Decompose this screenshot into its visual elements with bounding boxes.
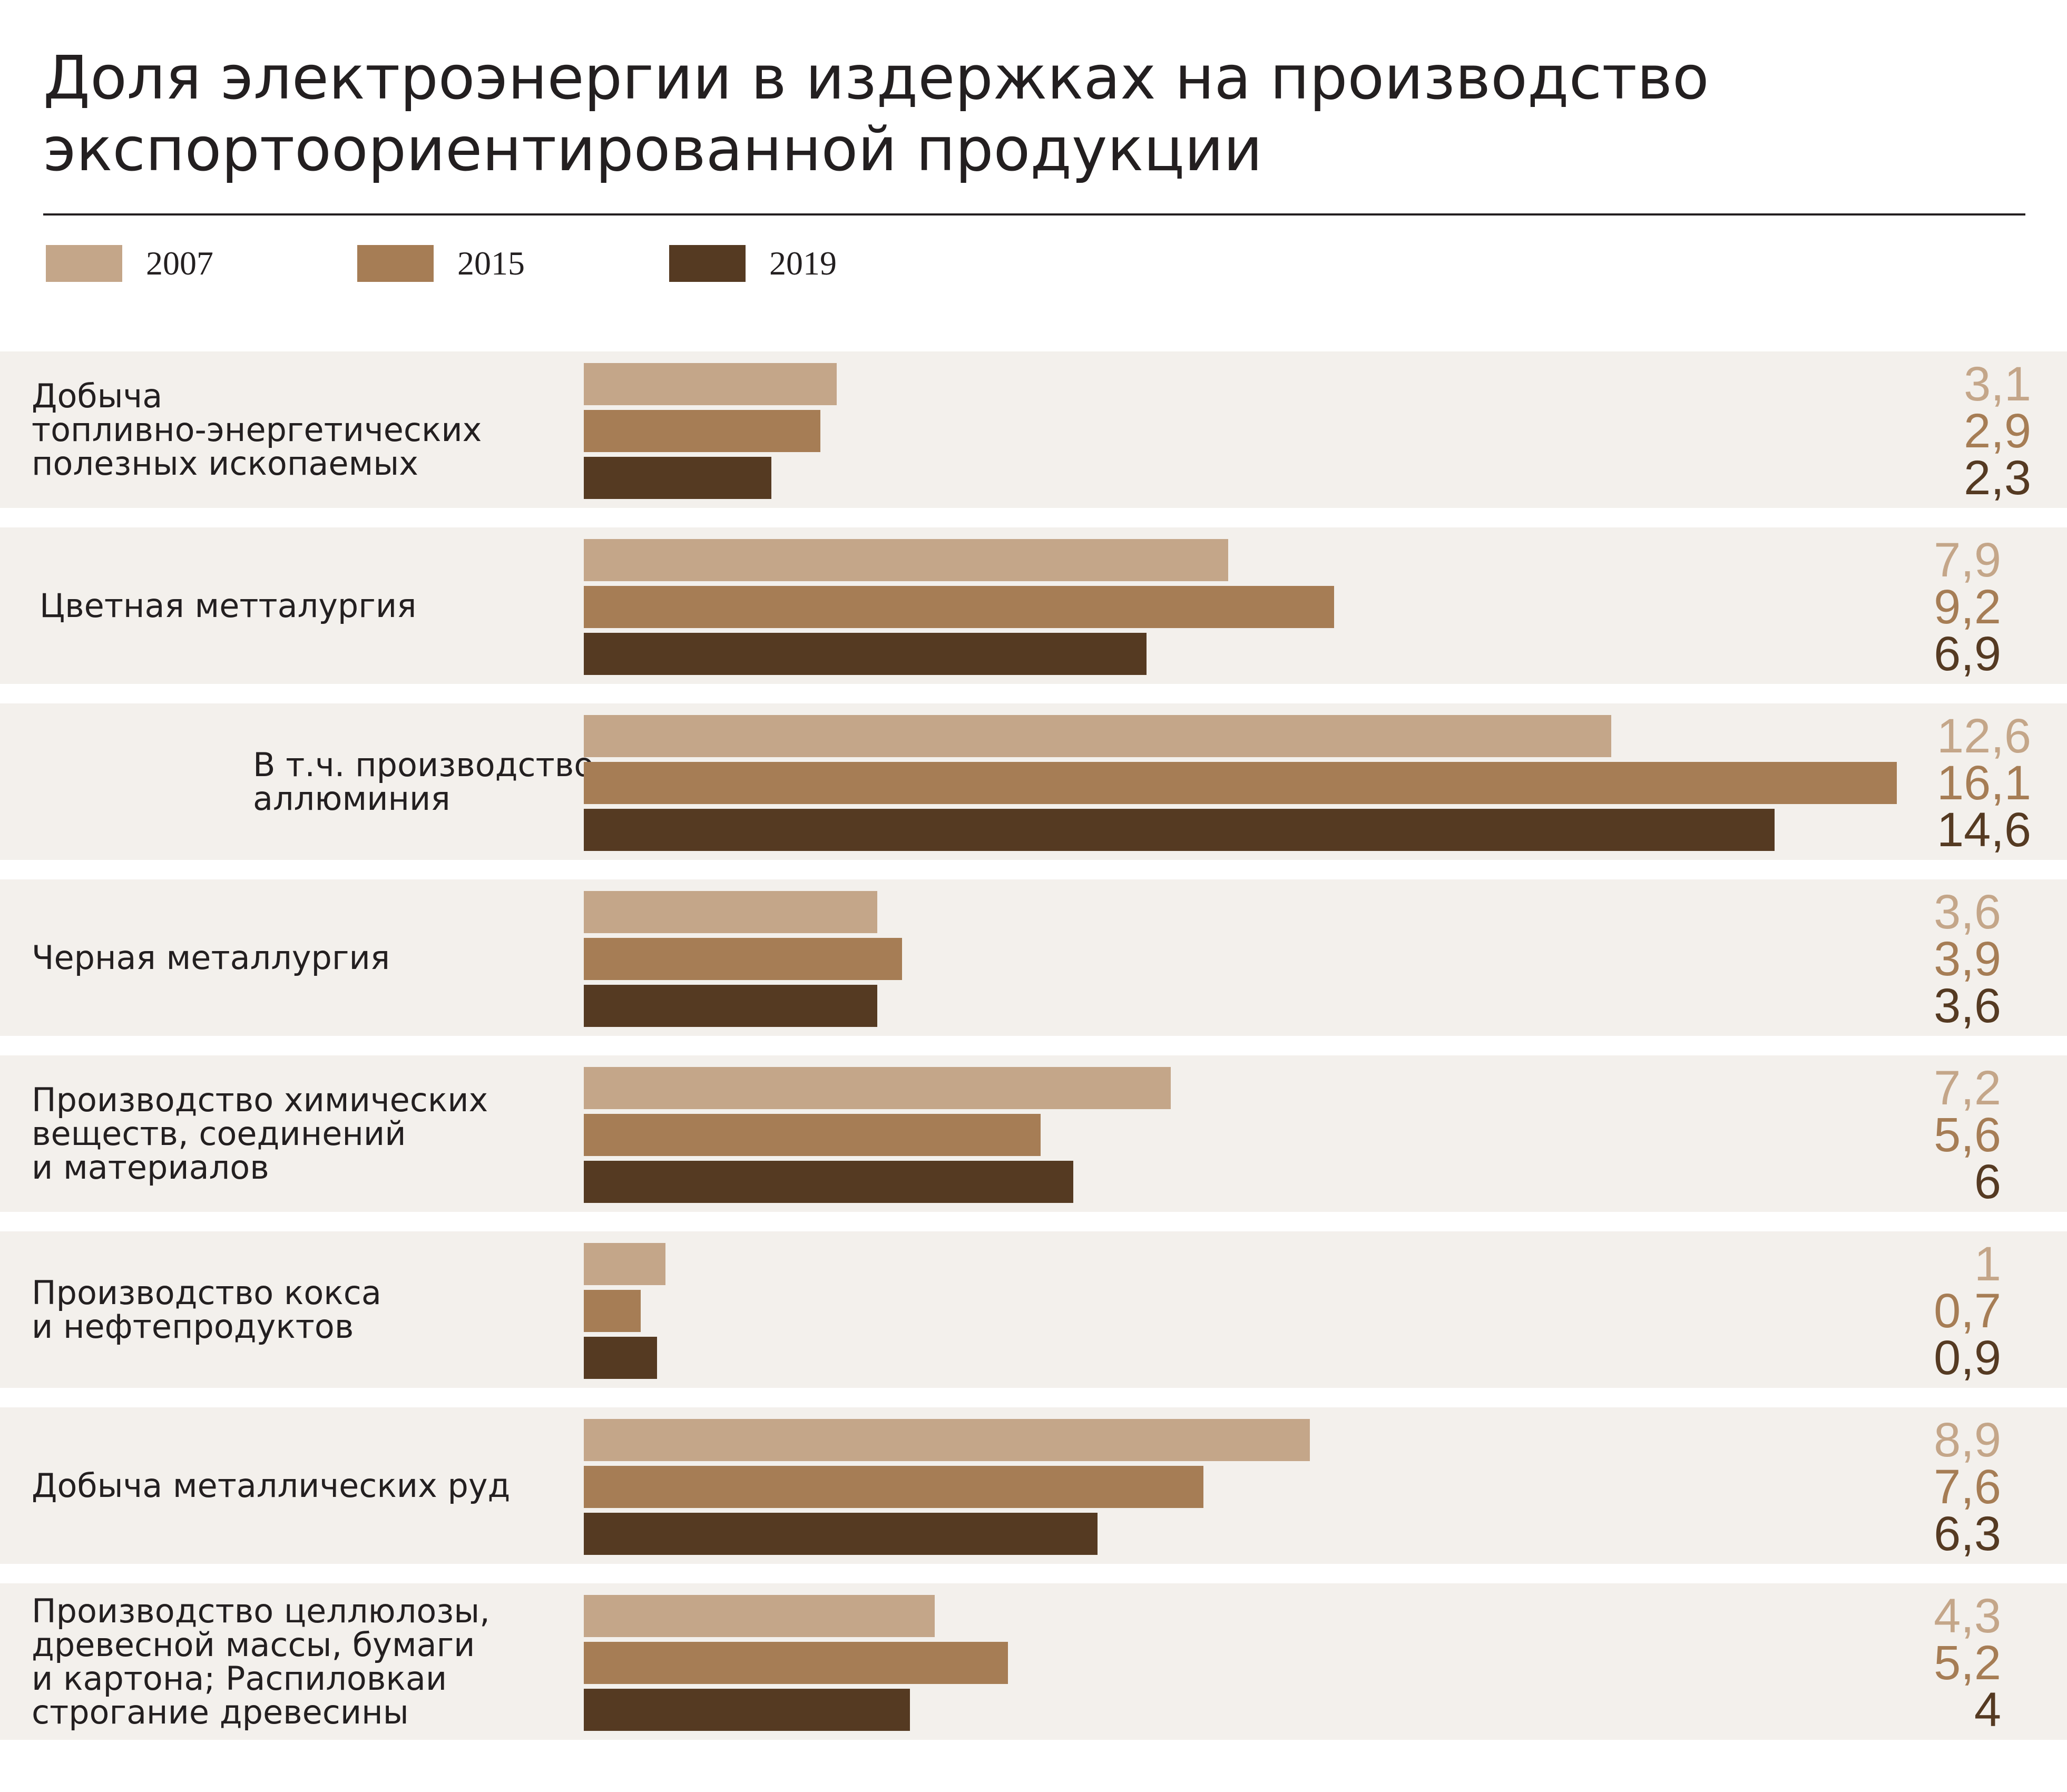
category-panel: В т.ч. производство аллюминия 12,6 16,1 14,6 — [0, 703, 2067, 860]
value-label-2015: 2,9 — [1964, 404, 2031, 458]
legend-label-2015: 2015 — [457, 244, 525, 282]
value-label-2019: 14,6 — [1936, 803, 2031, 857]
bar-2015 — [584, 586, 1334, 628]
category-label-line: и материалов — [32, 1148, 269, 1187]
category-panel: Производство кокса и нефтепродуктов 1 0,7 0,… — [0, 1231, 2067, 1388]
bar-2007 — [584, 1243, 665, 1285]
category-panel: Черная металлургия 3,6 3,9 3,6 — [0, 879, 2067, 1036]
category-label-line: Добыча металлических руд — [32, 1466, 511, 1505]
legend-swatch-2015 — [357, 245, 434, 282]
category-label-line: Цветная метталургия — [40, 586, 417, 625]
category-label-line: Производство химических — [32, 1080, 488, 1119]
category-label-line: и картона; Распиловкаи — [32, 1659, 447, 1698]
value-label-2019: 2,3 — [1964, 451, 2031, 505]
title-divider — [43, 213, 2025, 216]
bar-2019 — [584, 1161, 1073, 1203]
category-label-line: древесной массы, бумаги — [32, 1625, 475, 1664]
legend-swatch-2007 — [46, 245, 122, 282]
value-label-2019: 6,3 — [1934, 1507, 2001, 1561]
value-label-2019: 6,9 — [1934, 627, 2001, 681]
category-label-line: топливно-энергетических — [32, 410, 482, 449]
category-label: Добыча топливно-энергетических полезных ис… — [32, 379, 482, 481]
value-label-2007: 1 — [1974, 1237, 2001, 1291]
bar-2007 — [584, 1595, 935, 1637]
value-label-2019: 3,6 — [1934, 979, 2001, 1033]
value-label-2019: 6 — [1974, 1155, 2001, 1209]
legend-swatch-2019 — [669, 245, 746, 282]
bar-2015 — [584, 1466, 1204, 1508]
category-label-line: и нефтепродуктов — [32, 1307, 354, 1346]
bar-2019 — [584, 1337, 658, 1379]
value-label-2015: 16,1 — [1936, 756, 2031, 810]
value-label-2015: 5,2 — [1934, 1636, 2001, 1690]
category-label-line: Черная металлургия — [32, 938, 390, 977]
bar-2019 — [584, 985, 878, 1027]
value-label-2007: 12,6 — [1936, 709, 2031, 763]
legend: 2007 2015 2019 — [0, 242, 2067, 285]
bar-2015 — [584, 1290, 641, 1332]
value-label-2019: 0,9 — [1934, 1331, 2001, 1385]
value-label-2007: 3,6 — [1934, 885, 2001, 939]
bar-2007 — [584, 539, 1228, 581]
category-label: В т.ч. производство аллюминия — [253, 748, 594, 816]
category-label: Производство целлюлозы, древесной массы, … — [32, 1594, 490, 1729]
bar-2019 — [584, 1689, 910, 1731]
chart-title-line-2: экспортоориентированной продукции — [43, 114, 1263, 184]
category-label-line: аллюминия — [253, 779, 450, 818]
bar-2015 — [584, 762, 1897, 804]
category-label-line: Добыча — [32, 376, 163, 415]
category-panel: Цветная метталургия 7,9 9,2 6,9 — [0, 527, 2067, 684]
category-label-line: В т.ч. производство — [253, 745, 594, 784]
bar-2007 — [584, 715, 1612, 757]
bar-2019 — [584, 633, 1147, 675]
bar-2007 — [584, 891, 878, 933]
category-panel: Производство целлюлозы, древесной массы, … — [0, 1583, 2067, 1740]
bar-2015 — [584, 1114, 1041, 1156]
category-label-line: Производство кокса — [32, 1273, 381, 1312]
bar-2019 — [584, 809, 1775, 851]
chart-title: Доля электроэнергии в издержках на произ… — [43, 42, 1993, 185]
value-label-2015: 0,7 — [1934, 1284, 2001, 1338]
category-label: Производство кокса и нефтепродуктов — [32, 1276, 381, 1344]
bar-2015 — [584, 1642, 1008, 1684]
category-panel: Добыча металлических руд 8,9 7,6 6,3 — [0, 1407, 2067, 1564]
value-label-2015: 9,2 — [1934, 580, 2001, 634]
value-label-2019: 4 — [1974, 1683, 2001, 1737]
category-label: Цветная метталургия — [40, 589, 416, 623]
category-label: Черная металлургия — [32, 941, 390, 975]
value-label-2007: 8,9 — [1934, 1413, 2001, 1467]
category-label-line: Производство целлюлозы, — [32, 1591, 490, 1630]
chart-title-line-1: Доля электроэнергии в издержках на произ… — [43, 43, 1709, 113]
bar-2019 — [584, 457, 771, 499]
category-label-line: строгание древесины — [32, 1692, 409, 1731]
category-panel: Производство химических веществ, соединен… — [0, 1055, 2067, 1212]
legend-label-2019: 2019 — [769, 244, 837, 282]
category-panel: Добыча топливно-энергетических полезных ис… — [0, 351, 2067, 508]
value-label-2007: 7,2 — [1934, 1061, 2001, 1115]
value-label-2007: 3,1 — [1964, 357, 2031, 411]
bar-2007 — [584, 363, 837, 405]
value-label-2015: 3,9 — [1934, 932, 2001, 986]
value-label-2007: 4,3 — [1934, 1589, 2001, 1643]
legend-label-2007: 2007 — [146, 244, 213, 282]
bar-2015 — [584, 938, 902, 980]
bar-2019 — [584, 1513, 1098, 1555]
value-label-2015: 7,6 — [1934, 1460, 2001, 1514]
category-label: Добыча металлических руд — [32, 1466, 511, 1505]
value-label-2015: 5,6 — [1934, 1108, 2001, 1162]
category-label-line: веществ, соединений — [32, 1114, 406, 1153]
bar-2007 — [584, 1419, 1310, 1461]
bar-2015 — [584, 410, 820, 452]
value-label-2007: 7,9 — [1934, 533, 2001, 587]
category-label-line: полезных ископаемых — [32, 444, 418, 483]
bar-2007 — [584, 1067, 1171, 1109]
category-label: Производство химических веществ, соединен… — [32, 1083, 488, 1184]
